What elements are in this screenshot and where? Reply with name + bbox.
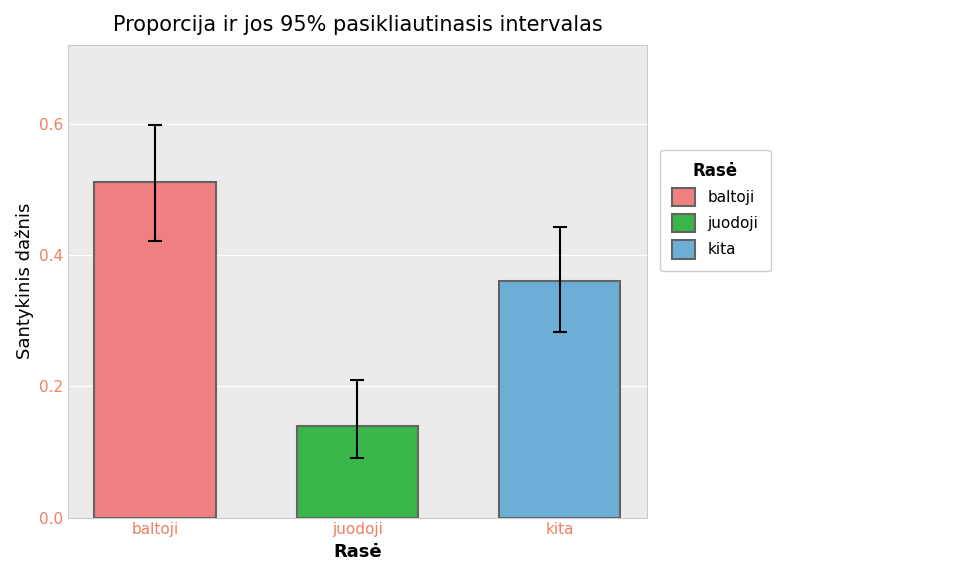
Y-axis label: Santykinis dažnis: Santykinis dažnis [15, 203, 34, 359]
Bar [499, 281, 620, 518]
Legend: baltoji, juodoji, kita: baltoji, juodoji, kita [660, 150, 771, 271]
Bar [297, 426, 419, 518]
X-axis label: Rasė: Rasė [333, 543, 382, 561]
Title: Proporcija ir jos 95% pasikliautinasis intervalas: Proporcija ir jos 95% pasikliautinasis i… [112, 15, 602, 35]
Bar [94, 182, 216, 518]
